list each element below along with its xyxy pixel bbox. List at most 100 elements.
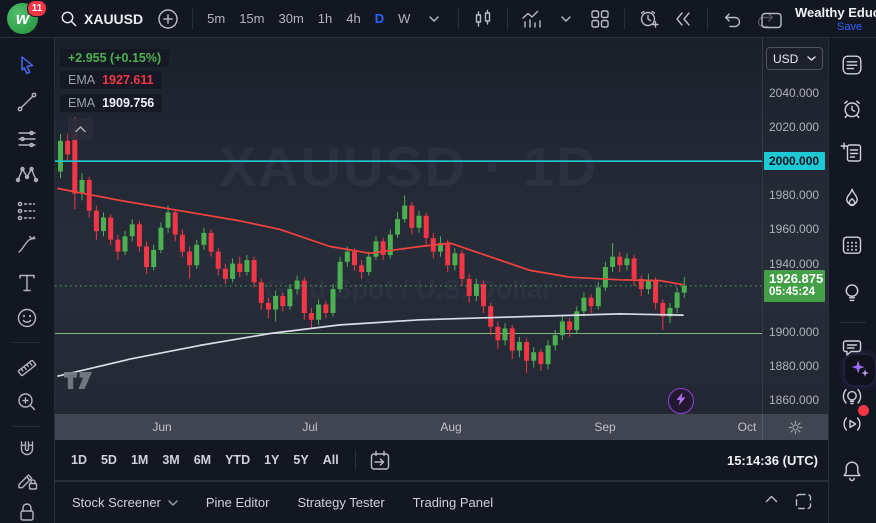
note-add-icon bbox=[840, 141, 864, 165]
chart-canvas[interactable]: XAUUSD · 1D Gold Spot / U.S. Dollar +2.9… bbox=[55, 38, 762, 414]
range-1y[interactable]: 1Y bbox=[264, 453, 280, 467]
tab-stock-screener[interactable]: Stock Screener bbox=[72, 495, 178, 510]
range-all[interactable]: All bbox=[322, 453, 339, 467]
price-axis[interactable]: USD 2040.000 2020.000 2000.000 1980.000 … bbox=[762, 38, 828, 414]
toolbar-divider bbox=[13, 426, 41, 427]
panel-expand-button[interactable] bbox=[765, 495, 778, 503]
gear-icon bbox=[788, 420, 803, 435]
compare-add-button[interactable] bbox=[151, 5, 185, 33]
interval-menu-button[interactable] bbox=[417, 5, 451, 33]
trend-line-tool-button[interactable] bbox=[10, 85, 44, 119]
candlestick-icon bbox=[473, 9, 493, 29]
interval-1d[interactable]: D bbox=[374, 11, 385, 26]
brush-icon bbox=[15, 234, 39, 258]
measure-tool-button[interactable] bbox=[10, 351, 44, 385]
magnet-tool-button[interactable] bbox=[10, 433, 44, 467]
xabcd-pattern-icon bbox=[15, 163, 39, 187]
ema-label: EMA bbox=[68, 73, 96, 87]
tab-strategy-tester[interactable]: Strategy Tester bbox=[297, 495, 384, 510]
pattern-tool-button[interactable] bbox=[10, 158, 44, 192]
ema-slow-legend[interactable]: EMA 1909.756 bbox=[60, 94, 163, 112]
broadcast-bulb-icon bbox=[840, 385, 864, 409]
cursor-tool-button[interactable] bbox=[10, 49, 44, 83]
interval-15m[interactable]: 15m bbox=[239, 11, 265, 26]
go-to-date-button[interactable] bbox=[369, 450, 391, 471]
toolbar-separator bbox=[624, 7, 626, 30]
live-ideas-button[interactable] bbox=[834, 379, 870, 415]
fullscreen-frame-button[interactable] bbox=[754, 6, 788, 34]
calendar-button[interactable] bbox=[834, 227, 870, 263]
chart-style-button[interactable] bbox=[466, 5, 500, 33]
ai-assistant-button[interactable] bbox=[845, 355, 875, 385]
indicators-menu-button[interactable] bbox=[549, 5, 583, 33]
currency-dropdown[interactable]: USD bbox=[766, 47, 823, 70]
tab-pine-editor[interactable]: Pine Editor bbox=[206, 495, 270, 510]
indicators-button[interactable] bbox=[515, 5, 549, 33]
streams-button[interactable] bbox=[834, 405, 870, 442]
live-play-icon bbox=[840, 412, 864, 436]
save-layout-button[interactable]: Save bbox=[837, 21, 863, 33]
layout-grid-button[interactable] bbox=[583, 5, 617, 33]
fib-lines-tool-button[interactable] bbox=[10, 122, 44, 156]
chat-button[interactable] bbox=[834, 330, 870, 366]
market-status-button[interactable] bbox=[668, 388, 694, 414]
range-1d[interactable]: 1D bbox=[71, 453, 87, 467]
toolbar-separator bbox=[192, 7, 194, 30]
create-alert-button[interactable] bbox=[632, 5, 666, 33]
watchlist-button[interactable] bbox=[834, 47, 870, 83]
brush-tool-button[interactable] bbox=[10, 229, 44, 263]
plus-circle-icon bbox=[157, 8, 179, 30]
text-tool-button[interactable] bbox=[10, 266, 44, 300]
text-icon bbox=[15, 271, 39, 295]
month-label: Oct bbox=[737, 420, 757, 434]
tab-label: Strategy Tester bbox=[297, 495, 385, 510]
interval-4h[interactable]: 4h bbox=[346, 11, 361, 26]
symbol-search-button[interactable]: XAUUSD bbox=[58, 5, 151, 33]
ema-fast-legend[interactable]: EMA 1927.611 bbox=[60, 71, 162, 89]
axis-price-label: 1860.000 bbox=[769, 393, 820, 407]
interval-5m[interactable]: 5m bbox=[207, 11, 226, 26]
magnet-icon bbox=[15, 438, 39, 462]
interval-1h[interactable]: 1h bbox=[317, 11, 333, 26]
candlestick-chart[interactable] bbox=[55, 38, 762, 414]
axis-settings-button[interactable] bbox=[762, 414, 828, 440]
range-6m[interactable]: 6M bbox=[193, 453, 212, 467]
emoji-tool-button[interactable] bbox=[10, 301, 44, 335]
panel-maximize-button[interactable] bbox=[795, 493, 812, 510]
tradingview-logo[interactable] bbox=[64, 372, 92, 394]
range-ytd[interactable]: YTD bbox=[225, 453, 251, 467]
hotlists-button[interactable] bbox=[834, 180, 870, 216]
resistance-level-badge: 2000.000 bbox=[764, 152, 825, 170]
legend-collapse-button[interactable] bbox=[68, 118, 93, 140]
last-price-badge: 1926.875 05:45:24 bbox=[764, 270, 825, 302]
tab-trading-panel[interactable]: Trading Panel bbox=[413, 495, 493, 510]
ideas-button[interactable] bbox=[834, 275, 870, 311]
chevron-up-icon bbox=[765, 495, 778, 503]
range-1m[interactable]: 1M bbox=[130, 453, 149, 467]
account-name[interactable]: Wealthy Educ bbox=[795, 5, 876, 20]
range-5y[interactable]: 5Y bbox=[293, 453, 309, 467]
notes-button[interactable] bbox=[834, 135, 870, 171]
toolbar-separator bbox=[507, 7, 509, 30]
ema-fast-value: 1927.611 bbox=[102, 73, 154, 87]
zoom-in-tool-button[interactable] bbox=[10, 385, 44, 419]
session-clock[interactable]: 15:14:36 (UTC) bbox=[726, 452, 818, 468]
lock-all-button[interactable] bbox=[10, 495, 44, 523]
time-axis[interactable]: Jun Jul Aug Sep Oct bbox=[55, 414, 828, 440]
range-5d[interactable]: 5D bbox=[100, 453, 117, 467]
toolbar-separator bbox=[707, 7, 709, 30]
chevron-down-icon bbox=[807, 56, 816, 61]
ruler-icon bbox=[15, 356, 39, 380]
forecast-tool-button[interactable] bbox=[10, 194, 44, 228]
calendar-arrow-icon bbox=[369, 450, 391, 471]
range-3m[interactable]: 3M bbox=[162, 453, 180, 467]
bar-replay-button[interactable] bbox=[666, 5, 700, 33]
smiley-icon bbox=[15, 306, 39, 330]
interval-30m[interactable]: 30m bbox=[278, 11, 304, 26]
interval-1w[interactable]: W bbox=[398, 11, 411, 26]
notifications-button[interactable] bbox=[834, 453, 870, 489]
drawing-lock-button[interactable] bbox=[10, 463, 44, 497]
axis-price-label: 1960.000 bbox=[769, 222, 820, 236]
undo-button[interactable] bbox=[715, 5, 749, 33]
alerts-button[interactable] bbox=[834, 91, 870, 127]
